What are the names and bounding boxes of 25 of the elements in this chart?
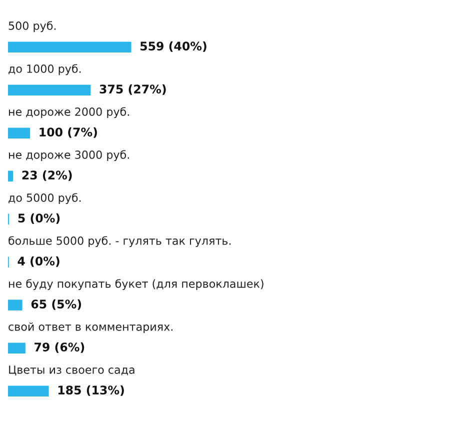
y-tick-label: больше 5000 руб. - гулять так гулять. (8, 236, 231, 248)
bar (8, 42, 132, 52)
data-label: 375 (27%) (100, 84, 166, 95)
data-label: 79 (6%) (34, 342, 84, 353)
bar (8, 386, 49, 396)
y-tick-label: не дороже 3000 руб. (9, 150, 129, 162)
bar (8, 342, 26, 354)
y-tick-label: до 5000 руб. (8, 193, 81, 204)
bar (8, 300, 22, 310)
y-tick-label: 500 руб. (8, 21, 56, 32)
y-tick-label: до 1000 руб. (8, 64, 81, 76)
bar (8, 128, 30, 138)
data-label: 100 (7%) (40, 127, 97, 138)
bar (8, 170, 14, 182)
data-label: 4 (0%) (18, 256, 60, 267)
y-tick-label: Цветы из своего сада (9, 366, 134, 376)
data-label: 23 (2%) (22, 170, 72, 181)
data-label: 185 (13%) (58, 385, 124, 396)
y-tick-label: не буду покупать букет (для первоклашек) (9, 279, 264, 290)
y-tick-label: свой ответ в комментариях. (8, 322, 172, 334)
data-label: 65 (5%) (31, 299, 82, 310)
bar (8, 84, 91, 96)
data-label: 559 (40%) (140, 41, 206, 52)
y-tick-label: не дороже 2000 руб. (9, 107, 129, 118)
data-label: 5 (0%) (18, 213, 60, 224)
